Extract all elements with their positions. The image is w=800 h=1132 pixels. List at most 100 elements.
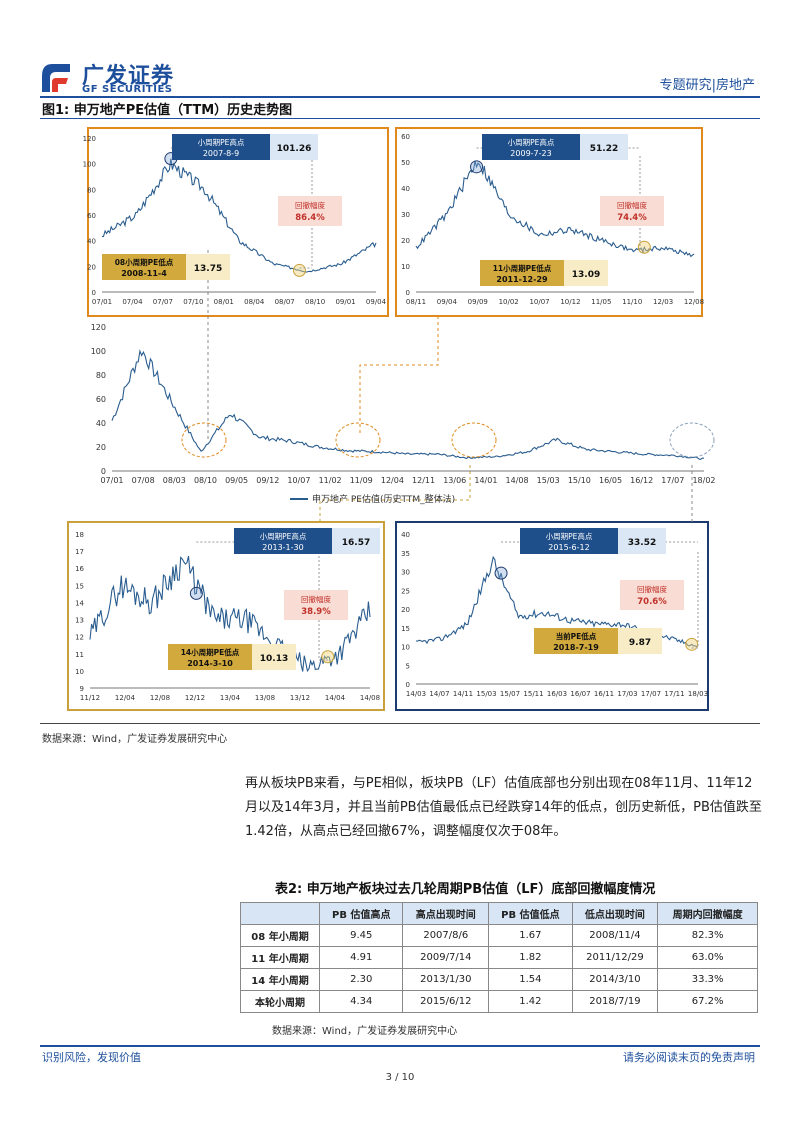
y-tick-label: 40 xyxy=(87,238,96,246)
x-tick-label: 15/07 xyxy=(500,690,520,698)
y-tick-label: 18 xyxy=(75,531,84,539)
y-tick-label: 15 xyxy=(75,582,84,590)
x-tick-label: 17/07 xyxy=(661,476,684,485)
low-point-marker xyxy=(292,263,306,277)
figure-source: 数据来源：Wind，广发证券发展研究中心 xyxy=(42,734,228,745)
table-cell: 2018/7/19 xyxy=(571,990,659,1013)
low-label-date: 2014-3-10 xyxy=(187,659,233,668)
y-tick-label: 10 xyxy=(401,263,410,271)
x-tick-label: 11/10 xyxy=(622,298,642,306)
low-value-box xyxy=(564,260,608,286)
high-label-title: 小周期PE高点 xyxy=(198,137,245,147)
high-label-title: 小周期PE高点 xyxy=(546,531,593,541)
x-tick-label: 17/11 xyxy=(664,690,684,698)
low-label-title: 11小周期PE低点 xyxy=(493,263,552,273)
table-cell: 9.45 xyxy=(318,924,404,947)
y-tick-label: 30 xyxy=(401,211,410,219)
y-tick-label: 12 xyxy=(75,634,84,642)
table-header-cell: PB 估值低点 xyxy=(488,902,573,925)
x-tick-label: 12/11 xyxy=(412,476,435,485)
table-header-cell: PB 估值高点 xyxy=(318,902,404,925)
x-tick-label: 07/08 xyxy=(132,476,155,485)
drawdown-value: 70.6% xyxy=(637,597,667,607)
x-tick-label: 11/02 xyxy=(319,476,342,485)
high-point-marker xyxy=(470,160,484,174)
y-tick-label: 60 xyxy=(87,212,96,220)
table-cell: 1.54 xyxy=(488,968,573,991)
drawdown-label: 回撤幅度 xyxy=(301,594,331,604)
y-tick-label: 40 xyxy=(401,185,410,193)
y-tick-label: 120 xyxy=(91,323,106,332)
y-tick-label: 80 xyxy=(96,371,106,380)
x-tick-label: 12/08 xyxy=(150,694,170,702)
x-tick-label: 08/10 xyxy=(305,298,325,306)
low-label-box xyxy=(168,644,252,670)
x-tick-label: 18/03 xyxy=(688,690,708,698)
x-tick-label: 15/10 xyxy=(568,476,591,485)
x-tick-label: 15/11 xyxy=(523,690,543,698)
y-tick-label: 0 xyxy=(101,467,106,476)
x-tick-label: 12/12 xyxy=(185,694,205,702)
legend-label: 申万地产 PE估值(历史TTM_整体法) xyxy=(312,493,455,505)
x-tick-label: 09/01 xyxy=(335,298,355,306)
x-tick-label: 13/04 xyxy=(220,694,241,702)
y-tick-label: 5 xyxy=(406,662,410,670)
low-label-date: 2008-11-4 xyxy=(121,269,167,278)
x-tick-label: 10/07 xyxy=(287,476,310,485)
x-tick-label: 10/02 xyxy=(499,298,519,306)
table-header-cell: 低点出现时间 xyxy=(571,902,659,925)
high-point-marker xyxy=(494,566,508,580)
panel-frame-current xyxy=(395,521,709,711)
y-tick-label: 60 xyxy=(401,133,410,141)
body-paragraph: 再从板块PB来看，与PE相似，板块PB（LF）估值底部也分别出现在08年11月、… xyxy=(245,776,762,839)
drawdown-box xyxy=(278,196,342,226)
low-label-box xyxy=(102,254,186,280)
drawdown-box xyxy=(284,590,348,620)
panel-2008: 0 20 40 60 80 100 120 07/01 07/04 07/07 07/10 08/01… xyxy=(83,134,387,306)
x-tick-label: 14/04 xyxy=(325,694,346,702)
x-tick-label: 18/02 xyxy=(692,476,715,485)
x-tick-label: 08/03 xyxy=(163,476,186,485)
brand-name-en: GF SECURITIES xyxy=(82,84,173,95)
series-line xyxy=(101,158,377,273)
high-label-box xyxy=(520,528,618,554)
panel-frame-2008 xyxy=(87,127,389,317)
y-tick-label: 30 xyxy=(401,569,410,577)
table-row: 08 年小周期 9.45 2007/8/6 1.67 2008/11/4 82.3% xyxy=(240,924,758,947)
low-value: 9.87 xyxy=(629,638,651,648)
high-point-marker xyxy=(189,586,203,600)
x-tick-label: 16/07 xyxy=(570,690,590,698)
x-tick-label: 12/08 xyxy=(684,298,704,306)
y-tick-label: 20 xyxy=(87,263,96,271)
brand-logo: 广发证券 GF SECURITIES xyxy=(40,58,180,98)
low-value-box xyxy=(252,644,296,670)
table-cell: 67.2% xyxy=(657,990,758,1013)
y-tick-label: 10 xyxy=(401,644,410,652)
x-tick-label: 09/04 xyxy=(437,298,458,306)
low-point-marker xyxy=(685,637,699,651)
high-label-date: 2009-7-23 xyxy=(510,149,551,158)
low-label-date: 2018-7-19 xyxy=(553,643,599,652)
connector-2 xyxy=(359,316,439,436)
x-tick-label: 09/05 xyxy=(225,476,248,485)
x-tick-label: 07/01 xyxy=(92,298,112,306)
y-tick-label: 35 xyxy=(401,550,410,558)
x-tick-label: 17/07 xyxy=(641,690,661,698)
x-tick-label: 07/04 xyxy=(122,298,143,306)
x-tick-label: 14/08 xyxy=(360,694,380,702)
table-cell: 11 年小周期 xyxy=(240,946,320,969)
high-label-title: 小周期PE高点 xyxy=(260,531,307,541)
low-label-title: 当前PE低点 xyxy=(556,631,597,641)
x-tick-label: 08/04 xyxy=(244,298,265,306)
figure-title-divider xyxy=(40,118,760,119)
table-cell: 82.3% xyxy=(657,924,758,947)
footer-slogan: 识别风险，发现价值 xyxy=(42,1051,141,1064)
high-value: 33.52 xyxy=(628,538,656,548)
y-tick-label: 17 xyxy=(75,548,84,556)
figure-bottom-rule xyxy=(40,723,760,724)
main-chart: 0 20 40 60 80 100 120 07/01 07/08 08/03 08/10 09/05… xyxy=(91,323,716,505)
y-tick-label: 14 xyxy=(75,599,84,607)
high-value-box xyxy=(270,134,318,160)
x-tick-label: 14/01 xyxy=(474,476,497,485)
